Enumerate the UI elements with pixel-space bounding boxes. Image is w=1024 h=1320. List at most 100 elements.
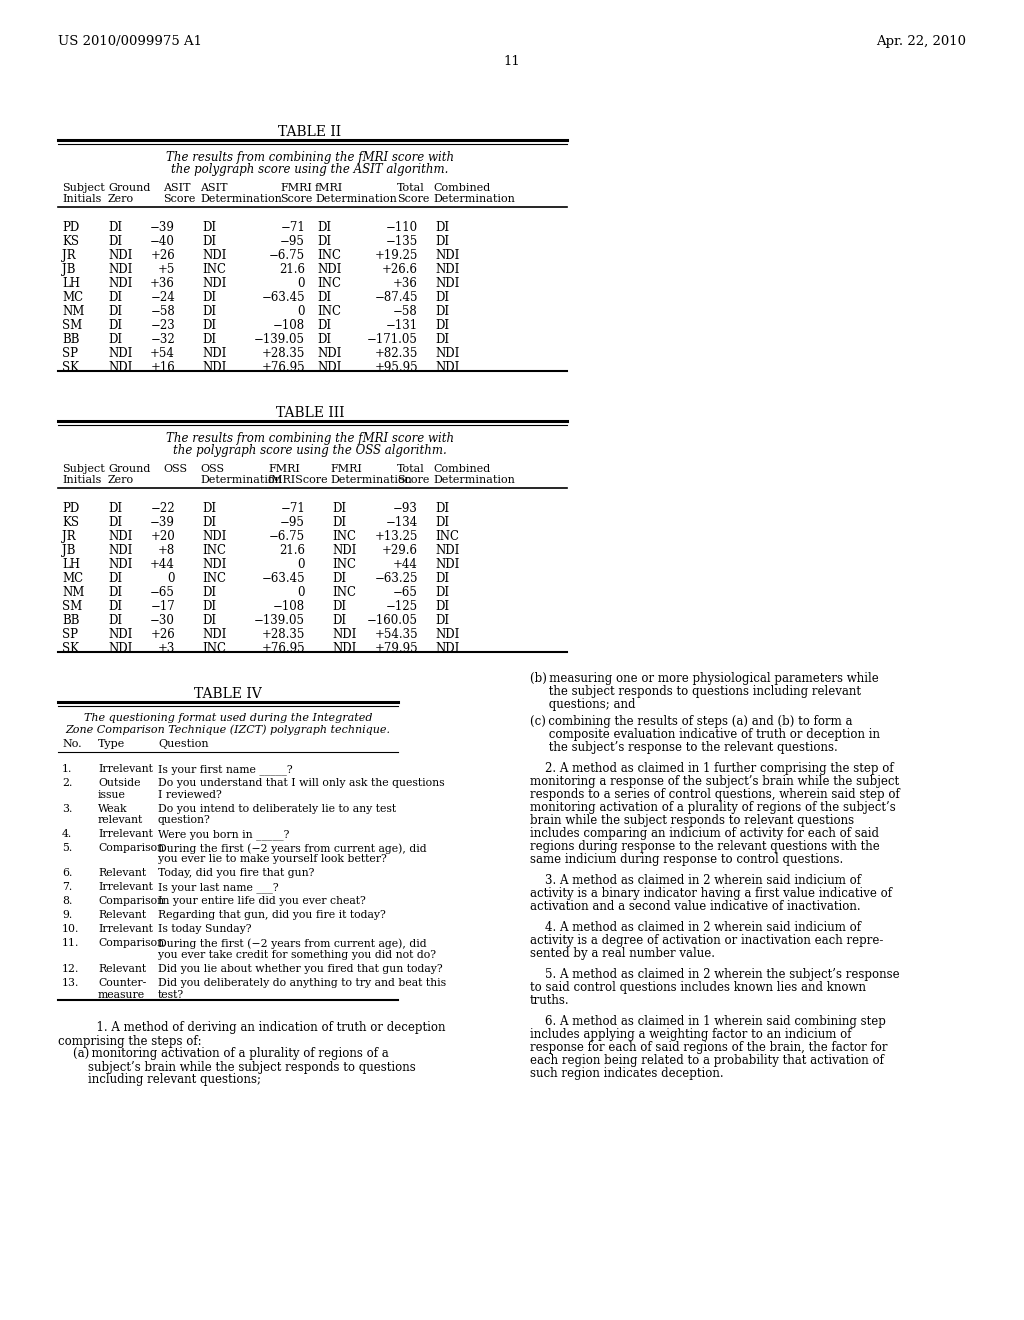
- Text: −108: −108: [272, 601, 305, 612]
- Text: −160.05: −160.05: [367, 614, 418, 627]
- Text: +19.25: +19.25: [375, 249, 418, 261]
- Text: BB: BB: [62, 614, 80, 627]
- Text: Relevant: Relevant: [98, 869, 146, 879]
- Text: SM: SM: [62, 601, 82, 612]
- Text: 6. A method as claimed in 1 wherein said combining step: 6. A method as claimed in 1 wherein said…: [530, 1015, 886, 1028]
- Text: NDI: NDI: [108, 249, 132, 261]
- Text: Do you intend to deliberately lie to any test: Do you intend to deliberately lie to any…: [158, 804, 396, 813]
- Text: −39: −39: [151, 516, 175, 529]
- Text: During the first (−2 years from current age), did: During the first (−2 years from current …: [158, 939, 427, 949]
- Text: NDI: NDI: [435, 249, 460, 261]
- Text: Weak: Weak: [98, 804, 128, 813]
- Text: NDI: NDI: [108, 544, 132, 557]
- Text: −87.45: −87.45: [375, 290, 418, 304]
- Text: +26.6: +26.6: [382, 263, 418, 276]
- Text: +95.95: +95.95: [375, 360, 418, 374]
- Text: +13.25: +13.25: [375, 531, 418, 543]
- Text: −23: −23: [151, 319, 175, 333]
- Text: Apr. 22, 2010: Apr. 22, 2010: [876, 36, 966, 48]
- Text: (a) monitoring activation of a plurality of regions of a: (a) monitoring activation of a plurality…: [58, 1048, 389, 1060]
- Text: INC: INC: [202, 572, 226, 585]
- Text: FMRI: FMRI: [280, 183, 312, 193]
- Text: DI: DI: [108, 614, 122, 627]
- Text: you ever lie to make yourself look better?: you ever lie to make yourself look bette…: [158, 854, 387, 865]
- Text: NDI: NDI: [317, 347, 341, 360]
- Text: monitoring activation of a plurality of regions of the subject’s: monitoring activation of a plurality of …: [530, 801, 896, 814]
- Text: DI: DI: [108, 502, 122, 515]
- Text: includes comparing an indicium of activity for each of said: includes comparing an indicium of activi…: [530, 828, 879, 840]
- Text: TABLE III: TABLE III: [275, 407, 344, 420]
- Text: +76.95: +76.95: [261, 642, 305, 655]
- Text: Regarding that gun, did you fire it today?: Regarding that gun, did you fire it toda…: [158, 911, 386, 920]
- Text: −32: −32: [151, 333, 175, 346]
- Text: Zone Comparison Technique (IZCT) polygraph technique.: Zone Comparison Technique (IZCT) polygra…: [66, 723, 390, 734]
- Text: JR: JR: [62, 249, 76, 261]
- Text: −125: −125: [386, 601, 418, 612]
- Text: +26: +26: [151, 249, 175, 261]
- Text: the polygraph score using the ASIT algorithm.: the polygraph score using the ASIT algor…: [171, 162, 449, 176]
- Text: +79.95: +79.95: [375, 642, 418, 655]
- Text: INC: INC: [202, 263, 226, 276]
- Text: Combined: Combined: [433, 465, 490, 474]
- Text: DI: DI: [435, 290, 450, 304]
- Text: DI: DI: [108, 319, 122, 333]
- Text: Total: Total: [397, 465, 425, 474]
- Text: 7.: 7.: [62, 883, 73, 892]
- Text: comprising the steps of:: comprising the steps of:: [58, 1035, 202, 1048]
- Text: DI: DI: [332, 614, 346, 627]
- Text: DI: DI: [108, 333, 122, 346]
- Text: DI: DI: [332, 601, 346, 612]
- Text: −93: −93: [393, 502, 418, 515]
- Text: DI: DI: [435, 516, 450, 529]
- Text: Score: Score: [280, 194, 312, 205]
- Text: INC: INC: [317, 249, 341, 261]
- Text: NDI: NDI: [435, 558, 460, 572]
- Text: (b) measuring one or more physiological parameters while: (b) measuring one or more physiological …: [530, 672, 879, 685]
- Text: DI: DI: [435, 601, 450, 612]
- Text: +36: +36: [393, 277, 418, 290]
- Text: NDI: NDI: [108, 277, 132, 290]
- Text: −71: −71: [281, 220, 305, 234]
- Text: responds to a series of control questions, wherein said step of: responds to a series of control question…: [530, 788, 900, 801]
- Text: NDI: NDI: [202, 360, 226, 374]
- Text: MC: MC: [62, 572, 83, 585]
- Text: Do you understand that I will only ask the questions: Do you understand that I will only ask t…: [158, 777, 444, 788]
- Text: KS: KS: [62, 516, 79, 529]
- Text: DI: DI: [332, 516, 346, 529]
- Text: 13.: 13.: [62, 978, 80, 987]
- Text: Comparison: Comparison: [98, 843, 164, 853]
- Text: TABLE IV: TABLE IV: [195, 686, 262, 701]
- Text: Initials: Initials: [62, 475, 101, 484]
- Text: SP: SP: [62, 628, 78, 642]
- Text: DI: DI: [108, 516, 122, 529]
- Text: activity is a degree of activation or inactivation each repre-: activity is a degree of activation or in…: [530, 935, 884, 946]
- Text: DI: DI: [435, 305, 450, 318]
- Text: DI: DI: [202, 333, 216, 346]
- Text: Zero: Zero: [108, 475, 134, 484]
- Text: LH: LH: [62, 558, 80, 572]
- Text: Score: Score: [397, 194, 429, 205]
- Text: −65: −65: [151, 586, 175, 599]
- Text: truths.: truths.: [530, 994, 569, 1007]
- Text: 8.: 8.: [62, 896, 73, 907]
- Text: Is today Sunday?: Is today Sunday?: [158, 924, 252, 935]
- Text: NDI: NDI: [317, 360, 341, 374]
- Text: NDI: NDI: [435, 642, 460, 655]
- Text: relevant: relevant: [98, 814, 143, 825]
- Text: −131: −131: [386, 319, 418, 333]
- Text: Determination: Determination: [200, 194, 282, 205]
- Text: NDI: NDI: [108, 347, 132, 360]
- Text: 21.6: 21.6: [279, 544, 305, 557]
- Text: 0: 0: [298, 305, 305, 318]
- Text: +16: +16: [151, 360, 175, 374]
- Text: SP: SP: [62, 347, 78, 360]
- Text: I reviewed?: I reviewed?: [158, 789, 222, 800]
- Text: +54: +54: [151, 347, 175, 360]
- Text: Irrelevant: Irrelevant: [98, 883, 153, 892]
- Text: DI: DI: [317, 333, 331, 346]
- Text: +44: +44: [151, 558, 175, 572]
- Text: DI: DI: [435, 220, 450, 234]
- Text: INC: INC: [332, 586, 356, 599]
- Text: Counter-: Counter-: [98, 978, 146, 987]
- Text: −139.05: −139.05: [254, 614, 305, 627]
